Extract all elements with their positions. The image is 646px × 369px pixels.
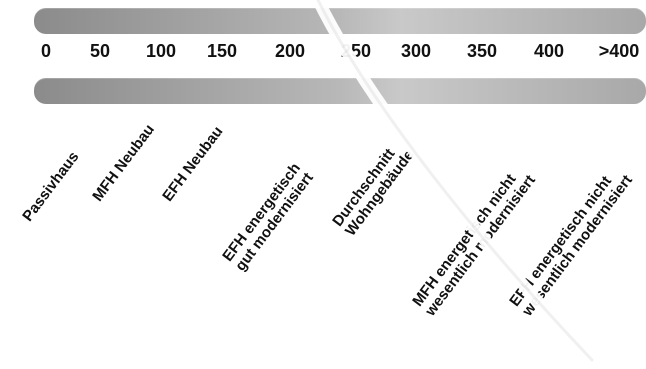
scale-tick-0: 0 bbox=[40, 41, 51, 61]
scale-tick-250: 250 bbox=[340, 41, 372, 61]
label-mfh-neubau: MFH Neubau bbox=[89, 121, 158, 205]
label-line: EFH Neubau bbox=[159, 123, 227, 205]
energy-scale: 0 50 100 150 200 250 300 350 400 >400 bbox=[34, 8, 646, 104]
scale-tick-400: 400 bbox=[533, 41, 565, 61]
label-line: MFH Neubau bbox=[89, 121, 158, 205]
label-line: Passivhaus bbox=[19, 148, 83, 225]
label-efh-gut-modernisiert: EFH energetisch gut modernisiert bbox=[219, 160, 317, 274]
scale-tick-100: 100 bbox=[145, 41, 177, 61]
scale-tick-300: 300 bbox=[400, 41, 432, 61]
scale-tick-gt400: >400 bbox=[598, 41, 640, 61]
scale-tick-200: 200 bbox=[274, 41, 306, 61]
label-line: wesentlich modernisiert bbox=[518, 171, 636, 320]
scale-tick-350: 350 bbox=[466, 41, 498, 61]
scale-bottom-band bbox=[34, 78, 646, 104]
label-line: MFH energetisch nicht bbox=[409, 170, 520, 310]
scale-top-band bbox=[34, 8, 646, 34]
label-durchschnitt-wohngebaeude: Durchschnitt Wohngebäude bbox=[329, 138, 417, 240]
label-passivhaus: Passivhaus bbox=[19, 148, 83, 225]
label-efh-neubau: EFH Neubau bbox=[159, 123, 227, 205]
scale-tick-150: 150 bbox=[206, 41, 238, 61]
scale-tick-50: 50 bbox=[89, 41, 111, 61]
